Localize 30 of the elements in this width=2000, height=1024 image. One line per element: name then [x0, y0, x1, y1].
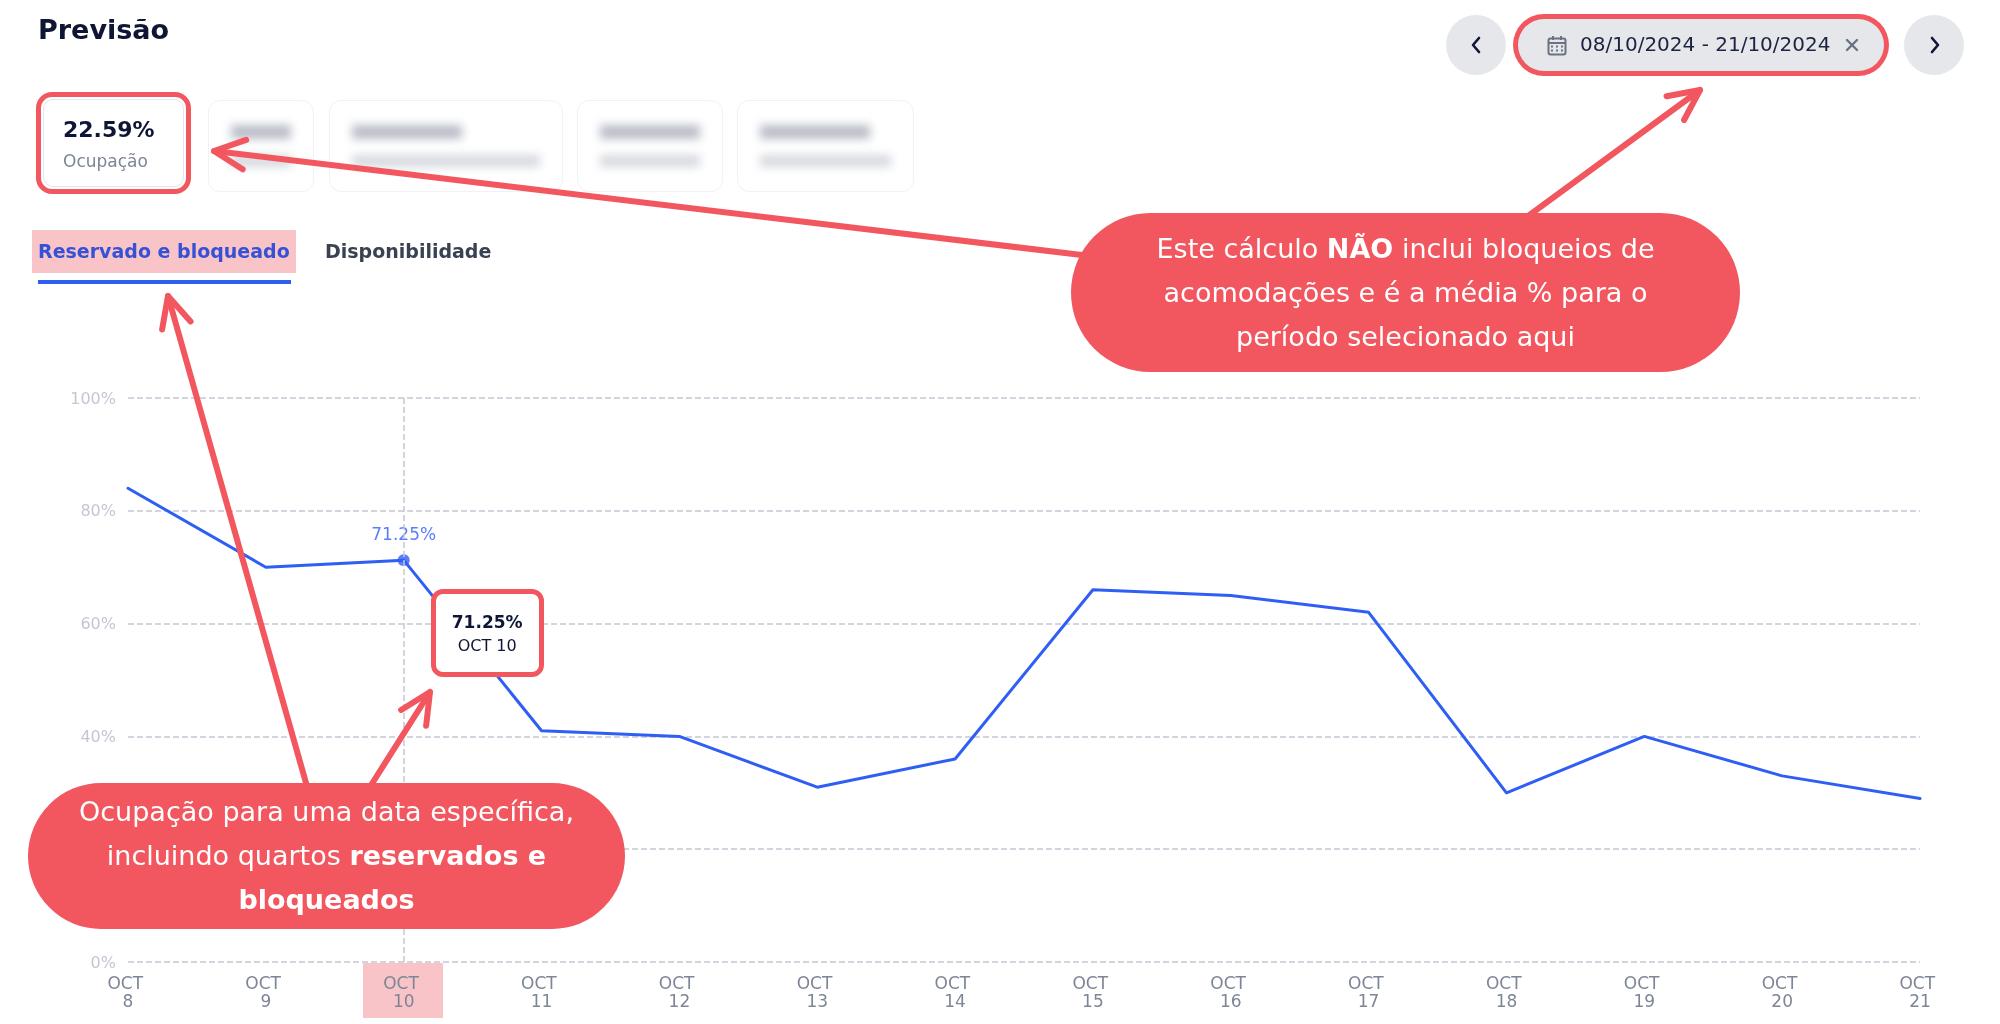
y-tick-label: 80% [80, 501, 116, 521]
chart-title: Previsão [38, 14, 170, 45]
callout: Este cálculo NÃO inclui bloqueios de acomodações e é a média % para o período selecionado aqui [1071, 213, 1740, 372]
x-tick-label: OCT 12 [658, 973, 700, 1011]
callout: Ocupação para uma data específica, incluindo quartos reservados e bloqueados [28, 783, 625, 929]
line-series [126, 486, 1922, 800]
x-tick-label: OCT 11 [521, 973, 563, 1011]
text: Reservado e bloqueado [38, 240, 290, 262]
data-label: 71.25% [371, 523, 437, 544]
x-tick-label: OCT 15 [1072, 973, 1114, 1011]
text: Disponibilidade [325, 240, 492, 262]
x-tick-label: OCT 18 [1485, 973, 1527, 1011]
x-tick-label: OCT 16 [1210, 973, 1252, 1011]
x-tick-label: OCT 10 [383, 973, 425, 1011]
annotation: 71.25% OCT 10 [451, 611, 523, 655]
x-tick-label: OCT 20 [1761, 973, 1803, 1011]
x-tick-label: OCT 13 [796, 973, 838, 1011]
text: Ocupação [63, 151, 148, 171]
text: 22.59% [63, 117, 155, 142]
x-tick-label: OCT 8 [107, 973, 149, 1011]
x-tick-label: OCT 19 [1623, 973, 1665, 1011]
y-tick-label: 40% [80, 726, 116, 746]
x-tick-label: OCT 14 [934, 973, 976, 1011]
y-tick-label: 60% [80, 614, 116, 634]
x-tick-label: OCT 9 [245, 973, 287, 1011]
y-tick-label: 0% [90, 952, 116, 972]
x-tick-label: OCT 21 [1899, 973, 1941, 1011]
y-tick-label: 100% [70, 388, 116, 408]
x-tick-label: OCT 17 [1348, 973, 1390, 1011]
tooltip: 71.25% OCT 10 [430, 589, 544, 678]
